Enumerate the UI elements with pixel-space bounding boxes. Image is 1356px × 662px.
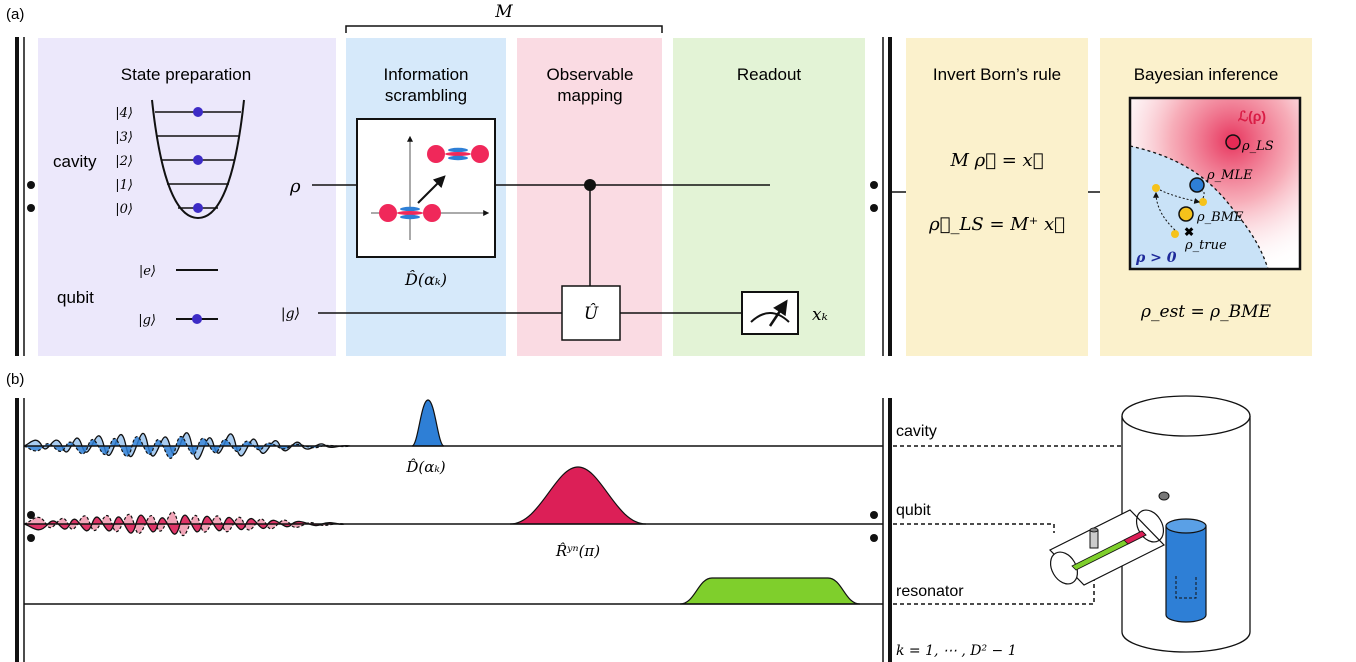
repeat-dot — [870, 204, 878, 212]
meter-needle — [768, 299, 788, 327]
outcome-label: xₖ — [812, 305, 828, 325]
rho-true-label: ρ_true — [1184, 238, 1227, 253]
displacement-arrow — [417, 175, 446, 204]
rho-ls-label: ρ_LS — [1241, 139, 1274, 154]
channel-label-resonator: resonator — [896, 583, 964, 600]
stage-title-bayes: Bayesian inference — [1134, 65, 1279, 84]
repeat-dot — [27, 204, 35, 212]
sampling-path — [1159, 189, 1201, 204]
resonator-leader — [893, 560, 1099, 605]
repeat-dot — [27, 181, 35, 189]
rotation-pulse — [509, 466, 647, 525]
cavity-label: cavity — [53, 152, 97, 171]
equation-ls: ρ⃗_LS = M⁺ x⃗ — [928, 214, 1065, 235]
g-input: |g⟩ — [281, 306, 300, 322]
stage-title-mapping-2: mapping — [557, 86, 622, 105]
likelihood-label: ℒ(ρ) — [1238, 108, 1266, 124]
rho-bme-marker — [1178, 206, 1194, 222]
invert-bg — [906, 38, 1088, 356]
sample-dot — [1199, 198, 1207, 206]
stage-title-mapping-1: Observable — [547, 65, 634, 84]
vacuum-wigner — [379, 204, 441, 222]
sampling-path — [1153, 191, 1176, 231]
population-dot — [193, 107, 203, 117]
rho-input: ρ — [289, 176, 301, 197]
equation-born: M ρ⃗ = x⃗ — [949, 150, 1043, 171]
qubit-label-g: |g⟩ — [138, 313, 156, 328]
repeat-dot — [27, 511, 35, 519]
fock-label-4: |4⟩ — [115, 106, 133, 121]
stage-title-state-prep: State preparation — [121, 65, 251, 84]
rho-bme-label: ρ_BME — [1196, 210, 1244, 225]
qubit-drive-i — [23, 511, 345, 537]
rho-mle-marker — [1189, 177, 1205, 193]
repeat-dot — [870, 534, 878, 542]
population-dot — [193, 155, 203, 165]
repeat-dot — [870, 511, 878, 519]
qubit-chip-hardware — [1048, 509, 1166, 586]
rho-ls-marker — [1225, 134, 1241, 150]
readout-pulse — [679, 577, 861, 605]
repeat-dot — [870, 181, 878, 189]
rho-true-marker: ✖ — [1184, 225, 1194, 239]
rho-mle-label: ρ_MLE — [1206, 168, 1253, 183]
channel-label-cavity: cavity — [896, 423, 937, 440]
stage-title-readout: Readout — [737, 65, 802, 84]
qubit-leader — [893, 523, 1055, 533]
rotation-pulse-label: R̂ʸⁿ(π) — [555, 542, 600, 560]
stage-title-scrambling-1: Information — [383, 65, 468, 84]
estimate-equation: ρ_est = ρ_BME — [1140, 302, 1272, 322]
positive-region — [1130, 146, 1268, 269]
sample-dot — [1171, 230, 1179, 238]
fock-label-1: |1⟩ — [115, 178, 133, 193]
panel-b-label: (b) — [6, 371, 24, 388]
cavity-hardware — [1121, 395, 1251, 653]
displacement-pulse — [411, 399, 445, 447]
repeat-dot — [27, 534, 35, 542]
displacement-pulse-label: D̂(αₖ) — [405, 458, 445, 476]
qubit-drive-q — [23, 514, 345, 535]
displaced-wigner — [427, 145, 489, 163]
unitary-label: Û — [584, 303, 599, 324]
bayes-frame — [1128, 96, 1302, 271]
unitary-gate — [561, 285, 621, 341]
m-bracket — [345, 25, 663, 33]
state-prep-bg — [38, 38, 336, 356]
bracket-label: M — [494, 2, 513, 22]
displacement-label: D̂(αₖ) — [404, 270, 447, 289]
cavity-drive-q-fill — [24, 436, 350, 459]
panel-a-label: (a) — [6, 6, 24, 23]
qubit-label: qubit — [57, 288, 94, 307]
channel-label-qubit: qubit — [896, 502, 931, 519]
stage-title-scrambling-2: scrambling — [385, 86, 467, 105]
displacement-gate — [356, 118, 496, 258]
population-dot — [192, 314, 202, 324]
fock-label-3: |3⟩ — [115, 130, 133, 145]
fock-label-2: |2⟩ — [115, 154, 133, 169]
fock-label-0: |0⟩ — [115, 202, 133, 217]
repeat-count: k = 1, ⋯ , D² − 1 — [896, 643, 1017, 659]
sampling-path — [1201, 190, 1205, 199]
cavity-drive-q — [23, 436, 351, 459]
positivity-label: ρ > 0 — [1135, 250, 1177, 266]
meter-arc — [750, 312, 790, 323]
population-dot — [193, 203, 203, 213]
sample-dot — [1152, 184, 1160, 192]
qubit-label-e: |e⟩ — [139, 264, 156, 279]
stage-title-invert: Invert Born’s rule — [933, 65, 1061, 84]
